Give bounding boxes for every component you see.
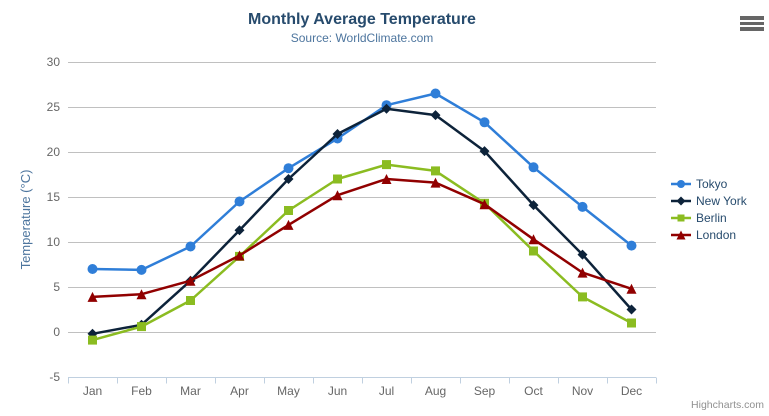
x-axis-label: Jul xyxy=(379,384,394,398)
legend-item-london[interactable]: London xyxy=(671,226,747,243)
series-london xyxy=(87,174,637,302)
data-point-london[interactable] xyxy=(87,291,98,302)
y-axis-label: 0 xyxy=(53,325,60,339)
y-axis-label: 5 xyxy=(53,280,60,294)
x-axis-label: Mar xyxy=(180,384,201,398)
data-point-tokyo[interactable] xyxy=(626,240,637,251)
data-point-berlin[interactable] xyxy=(578,292,587,302)
data-point-london[interactable] xyxy=(528,234,539,245)
data-point-berlin[interactable] xyxy=(431,166,440,176)
circle-icon xyxy=(677,179,685,188)
data-point-london[interactable] xyxy=(185,275,196,286)
x-axis-labels: Jan Feb Mar Apr May Jun Jul Aug Sep Oct Nov Dec xyxy=(83,384,642,398)
data-point-berlin[interactable] xyxy=(529,246,538,256)
data-point-berlin[interactable] xyxy=(627,318,636,328)
legend-label-tokyo: Tokyo xyxy=(696,176,728,191)
legend-marker-triangle-icon xyxy=(671,230,691,239)
data-point-new-york[interactable] xyxy=(577,249,588,260)
x-axis-label: Sep xyxy=(474,384,496,398)
y-axis-labels: -5 0 5 10 15 20 25 30 xyxy=(47,55,61,384)
data-point-new-york[interactable] xyxy=(528,200,539,211)
legend-item-berlin[interactable]: Berlin xyxy=(671,209,747,226)
series-line-london xyxy=(91,177,633,299)
data-point-new-york[interactable] xyxy=(626,304,637,315)
data-point-new-york[interactable] xyxy=(332,129,343,139)
legend: Tokyo New York Berlin London xyxy=(671,175,747,243)
legend-marker-diamond-icon xyxy=(671,196,691,205)
data-point-new-york[interactable] xyxy=(430,110,441,121)
context-menu-button[interactable] xyxy=(740,16,764,33)
legend-marker-circle-icon xyxy=(671,179,691,188)
data-point-berlin[interactable] xyxy=(284,206,293,215)
legend-label-new-york: New York xyxy=(696,193,747,208)
series-line-berlin xyxy=(91,163,633,342)
data-point-london[interactable] xyxy=(332,190,343,201)
data-point-new-york[interactable] xyxy=(381,103,392,114)
data-point-tokyo[interactable] xyxy=(430,88,441,99)
x-axis-label: Feb xyxy=(131,384,152,398)
series-tokyo xyxy=(87,88,637,275)
data-point-london[interactable] xyxy=(283,219,294,230)
data-point-berlin[interactable] xyxy=(333,174,342,184)
data-point-tokyo[interactable] xyxy=(283,163,294,174)
hamburger-icon xyxy=(740,16,764,31)
credits-link[interactable]: Highcharts.com xyxy=(691,399,764,411)
y-axis-label: -5 xyxy=(49,370,60,384)
legend-item-new-york[interactable]: New York xyxy=(671,192,747,209)
legend-label-berlin: Berlin xyxy=(696,210,727,225)
data-point-new-york[interactable] xyxy=(283,174,294,184)
y-axis-label: 15 xyxy=(47,190,61,204)
data-point-london[interactable] xyxy=(479,199,490,210)
data-point-london[interactable] xyxy=(577,267,588,278)
y-axis-title: Temperature (°C) xyxy=(18,170,33,270)
y-axis-label: 25 xyxy=(47,100,61,114)
x-axis-label: Aug xyxy=(425,384,446,398)
x-axis-label: Jun xyxy=(328,384,347,398)
legend-label-london: London xyxy=(696,227,737,242)
x-axis-label: May xyxy=(277,384,300,398)
data-point-tokyo[interactable] xyxy=(479,117,490,128)
x-axis-ticks xyxy=(68,377,657,384)
y-axis-label: 30 xyxy=(47,55,61,69)
data-point-new-york[interactable] xyxy=(479,146,490,157)
x-axis-label: Nov xyxy=(572,384,593,398)
data-point-berlin[interactable] xyxy=(186,296,195,305)
diamond-icon xyxy=(676,196,686,205)
y-axis-label: 10 xyxy=(47,235,61,249)
series-line-tokyo xyxy=(91,92,633,272)
data-point-tokyo[interactable] xyxy=(87,264,98,274)
data-point-tokyo[interactable] xyxy=(234,196,245,207)
data-point-tokyo[interactable] xyxy=(577,201,588,212)
data-point-berlin[interactable] xyxy=(137,322,146,332)
x-axis-label: Dec xyxy=(621,384,642,398)
legend-item-tokyo[interactable]: Tokyo xyxy=(671,175,747,192)
y-gridlines xyxy=(68,62,656,333)
data-point-berlin[interactable] xyxy=(382,160,391,170)
x-axis-label: Oct xyxy=(524,384,543,398)
data-point-london[interactable] xyxy=(234,250,245,261)
data-point-tokyo[interactable] xyxy=(136,264,147,275)
x-axis-label: Jan xyxy=(83,384,102,398)
x-axis-label: Apr xyxy=(230,384,249,398)
square-icon xyxy=(677,214,685,221)
data-point-london[interactable] xyxy=(430,177,441,188)
data-point-new-york[interactable] xyxy=(234,225,245,236)
series-new-york xyxy=(87,103,637,339)
y-axis-label: 20 xyxy=(47,145,61,159)
data-point-london[interactable] xyxy=(626,283,637,294)
data-point-tokyo[interactable] xyxy=(528,162,539,173)
legend-marker-square-icon xyxy=(671,214,691,221)
data-point-berlin[interactable] xyxy=(88,335,97,345)
data-point-london[interactable] xyxy=(136,289,147,300)
data-point-london[interactable] xyxy=(381,174,392,184)
series-line-new-york xyxy=(91,107,633,336)
data-point-tokyo[interactable] xyxy=(185,241,196,252)
triangle-icon xyxy=(676,230,686,239)
